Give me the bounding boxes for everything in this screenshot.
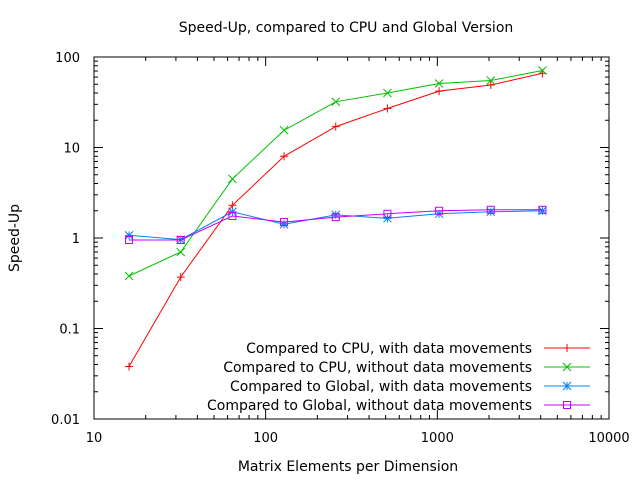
data-point <box>486 207 496 217</box>
data-point <box>383 213 392 223</box>
data-point <box>331 210 341 220</box>
data-point <box>279 219 289 229</box>
data-point <box>538 206 547 216</box>
legend-entry: Compared to CPU, with data movements <box>246 341 590 357</box>
data-point <box>176 273 185 282</box>
data-point <box>486 81 495 90</box>
data-point <box>435 87 444 96</box>
axis-ticks: 10 100 1000 10000 0.01 0.1 1 10 100 <box>51 51 630 446</box>
data-point <box>279 125 289 135</box>
data-point <box>434 79 444 88</box>
x-tick-label: 10000 <box>588 431 629 446</box>
series-1 <box>125 69 547 371</box>
x-tick-label: 100 <box>253 431 278 446</box>
legend-marker <box>563 344 571 352</box>
data-point <box>383 209 392 218</box>
data-point <box>228 212 237 221</box>
legend-marker <box>563 401 571 409</box>
data-point <box>538 205 547 214</box>
data-point <box>383 104 392 113</box>
data-point <box>538 66 547 75</box>
data-point <box>383 88 392 98</box>
data-point <box>280 218 289 227</box>
data-point <box>331 213 340 222</box>
data-point <box>228 174 237 184</box>
series-line <box>129 209 543 241</box>
x-tick-label: 1000 <box>421 431 454 446</box>
x-tick-label: 10 <box>86 431 103 446</box>
y-axis-title: Speed-Up <box>7 204 23 272</box>
series-4 <box>125 205 547 245</box>
chart-title: Speed-Up, compared to CPU and Global Ver… <box>179 20 514 36</box>
data-point <box>486 76 496 85</box>
data-point <box>125 362 134 371</box>
legend-marker <box>562 381 572 391</box>
data-point <box>280 152 289 161</box>
y-tick-label: 0.01 <box>51 413 80 428</box>
data-point <box>331 97 341 107</box>
legend-entry: Compared to Global, without data movemen… <box>207 398 590 414</box>
data-point <box>124 230 134 240</box>
legend-entry: Compared to CPU, without data movements <box>223 360 590 376</box>
legend-label: Compared to CPU, with data movements <box>246 341 532 357</box>
data-point <box>331 122 340 131</box>
data-point <box>176 236 185 245</box>
y-tick-label: 0.1 <box>59 323 80 338</box>
series-layer <box>124 66 547 371</box>
legend-label: Compared to Global, without data movemen… <box>207 398 532 414</box>
data-point <box>176 247 186 257</box>
legend: Compared to CPU, with data movements Comp… <box>207 341 590 414</box>
legend-entry: Compared to Global, with data movements <box>230 379 590 395</box>
legend-label: Compared to CPU, without data movements <box>223 360 532 376</box>
series-2 <box>124 66 547 281</box>
legend-label: Compared to Global, with data movements <box>230 379 532 395</box>
y-tick-label: 100 <box>55 51 80 66</box>
data-point <box>125 236 134 245</box>
series-line <box>128 72 543 367</box>
y-tick-label: 1 <box>72 232 80 247</box>
series-3 <box>124 206 547 244</box>
legend-marker <box>562 362 572 372</box>
y-tick-label: 10 <box>63 142 80 157</box>
data-point <box>124 271 134 281</box>
data-point <box>228 207 237 217</box>
x-axis-title: Matrix Elements per Dimension <box>238 459 458 475</box>
data-point <box>435 206 444 215</box>
data-point <box>486 205 495 214</box>
